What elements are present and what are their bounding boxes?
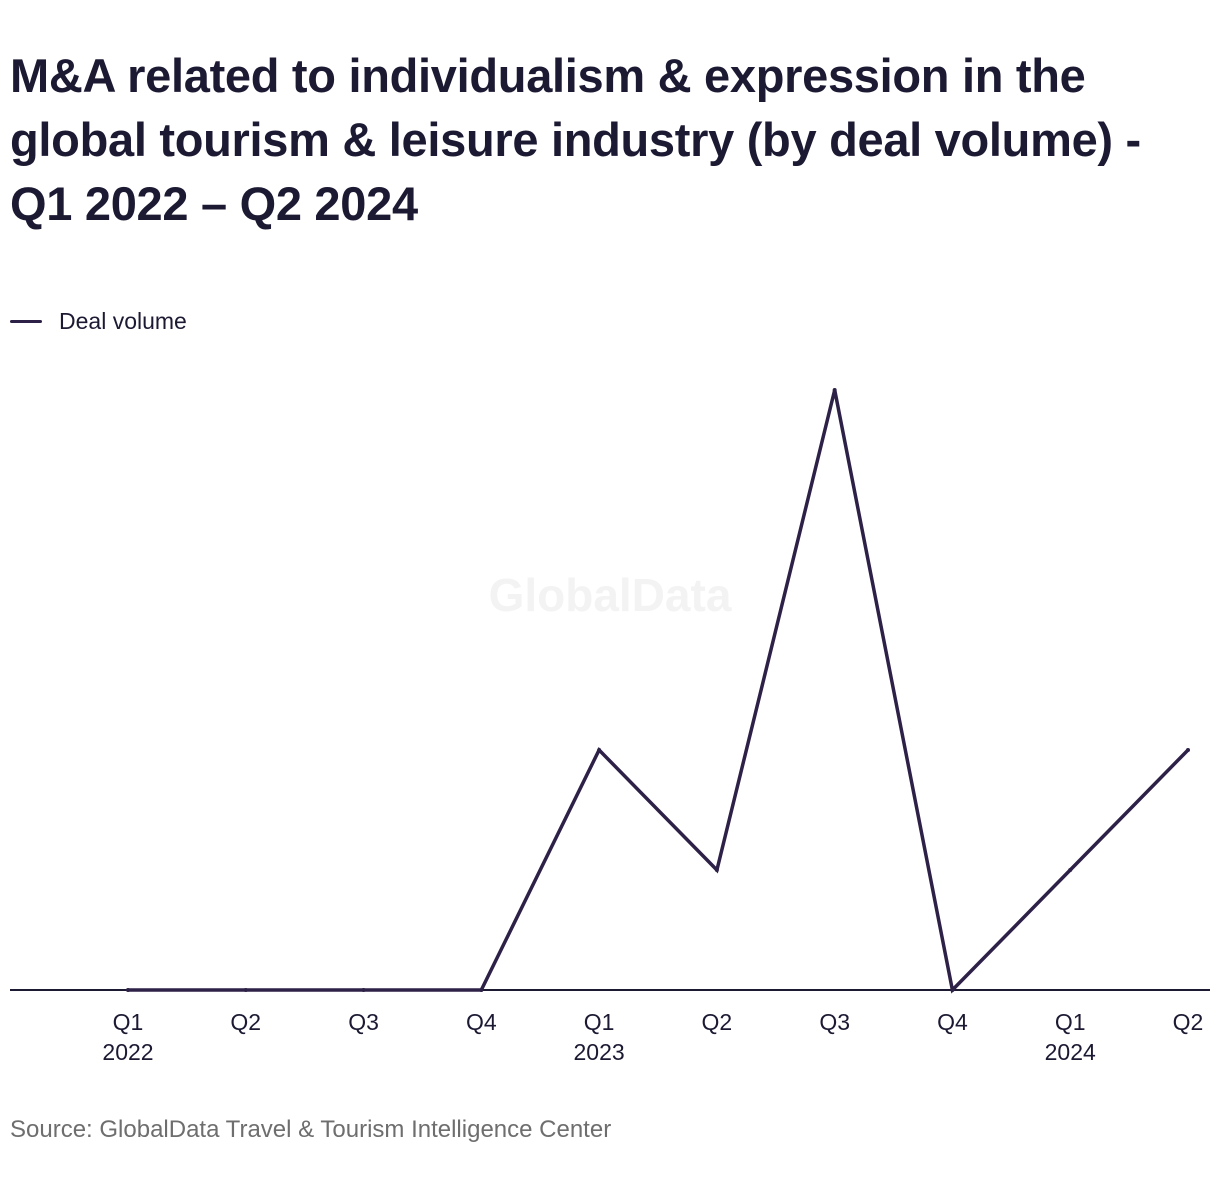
data-point: [832, 388, 837, 392]
legend-label-deal-volume: Deal volume: [59, 307, 187, 334]
x-tick-label: Q3: [348, 1009, 379, 1035]
x-tick-label: Q2: [230, 1009, 261, 1035]
x-tick-label: Q1: [113, 1009, 144, 1035]
data-point: [1186, 748, 1190, 752]
data-point: [361, 988, 366, 992]
data-point: [243, 988, 248, 992]
data-point: [597, 748, 602, 752]
x-axis-ticks: Q1 2022 Q2 Q3 Q4 Q1 2023 Q2 Q3 Q4 Q1 2024 Q2: [102, 1009, 1203, 1065]
x-tick-year-label: 2023: [574, 1039, 625, 1065]
data-point: [950, 988, 955, 992]
data-point: [1068, 868, 1073, 872]
x-tick-label: Q4: [937, 1009, 968, 1035]
data-point: [479, 988, 484, 992]
x-tick-label: Q1: [1055, 1009, 1086, 1035]
x-tick-label: Q4: [466, 1009, 497, 1035]
legend: Deal volume: [10, 306, 187, 336]
x-tick-label: Q1: [584, 1009, 615, 1035]
legend-swatch: [10, 319, 42, 323]
chart-title: M&A related to individualism & expressio…: [10, 49, 1141, 230]
data-points: [126, 388, 1190, 992]
series-line-deal-volume: [128, 389, 1190, 994]
x-tick-label: Q2: [1173, 1009, 1204, 1035]
x-tick-year-label: 2024: [1045, 1039, 1096, 1065]
watermark: GlobalData: [488, 569, 732, 621]
data-point: [126, 988, 130, 992]
data-point: [714, 868, 719, 872]
source-note: Source: GlobalData Travel & Tourism Inte…: [10, 1116, 612, 1143]
x-tick-label: Q2: [702, 1009, 733, 1035]
x-tick-year-label: 2022: [102, 1039, 153, 1065]
line-chart: Q1 2022 Q2 Q3 Q4 Q1 2023 Q2 Q3 Q4 Q1 2024 Q2: [10, 388, 1210, 1065]
x-tick-label: Q3: [819, 1009, 850, 1035]
